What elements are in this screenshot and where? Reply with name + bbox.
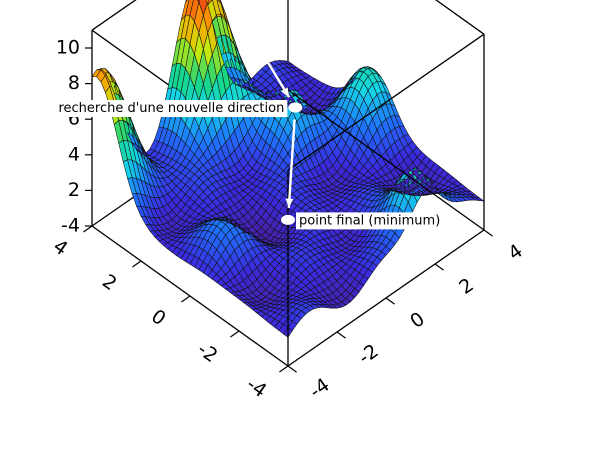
path-arrow <box>287 119 296 208</box>
y-tick-mark <box>279 365 289 373</box>
z-tick-label: 10 <box>56 37 80 59</box>
z-tick-label: 4 <box>68 143 80 165</box>
x-tick-label: -2 <box>354 340 382 369</box>
arrow-head <box>281 87 290 98</box>
annotation-label: recherche d'une nouvelle direction <box>55 100 288 118</box>
path-point-marker <box>281 214 295 225</box>
annotation-box <box>296 212 444 230</box>
y-tick-mark <box>181 295 191 303</box>
y-tick-mark <box>132 260 142 268</box>
annotation-text: recherche d'une nouvelle direction <box>58 101 284 116</box>
x-tick-mark <box>336 331 346 339</box>
y-tick-label: -4 <box>242 373 270 402</box>
x-tick-mark <box>434 263 444 271</box>
y-tick-mark <box>83 225 93 233</box>
arrow-head <box>285 198 294 208</box>
path-arrow <box>228 0 291 98</box>
x-tick-mark <box>483 229 493 237</box>
x-tick-mark <box>287 365 297 373</box>
surface-cell <box>185 0 188 3</box>
annotation-label: point final (minimum) <box>296 212 444 230</box>
path-point-marker <box>288 102 303 113</box>
x-tick-label: -4 <box>305 374 333 403</box>
z-tick-label: 2 <box>68 179 80 201</box>
x-tick-mark <box>385 297 395 305</box>
y-tick-label: 0 <box>147 305 170 330</box>
y-tick-mark <box>230 330 240 338</box>
x-tick-label: 4 <box>504 240 527 265</box>
z-tick-label: -4 <box>61 215 80 237</box>
x-tick-label: 0 <box>406 308 429 333</box>
surface-mesh <box>91 0 486 338</box>
y-tick-label: 4 <box>49 235 72 260</box>
surface-cell <box>474 197 486 202</box>
z-tick-label: 8 <box>68 72 80 94</box>
annotation-text: point final (minimum) <box>299 213 440 228</box>
y-tick-label: 2 <box>98 270 121 295</box>
annotations: point de départrecherche d'une nouvelle … <box>55 0 444 230</box>
y-tick-label: -2 <box>193 338 221 367</box>
x-tick-label: 2 <box>455 274 478 299</box>
annotation-box <box>55 100 288 118</box>
